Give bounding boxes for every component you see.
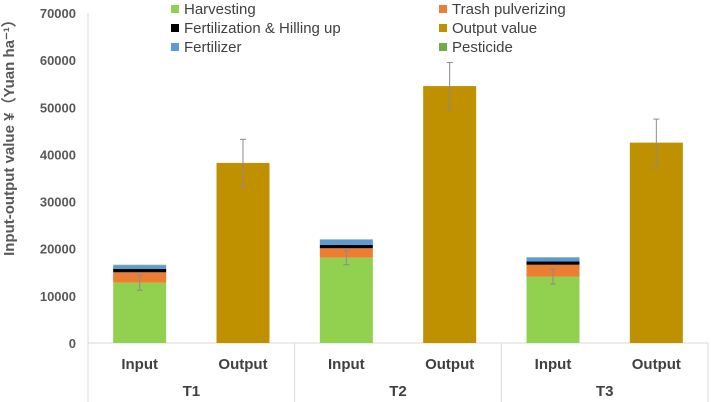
bar-segment — [526, 257, 580, 262]
legend-swatch — [439, 43, 447, 51]
bar-segment — [629, 142, 683, 343]
y-tick-label: 60000 — [40, 53, 76, 68]
legend-label: Fertilizer — [184, 39, 242, 56]
x-group-label: T3 — [596, 383, 614, 400]
legend-item: Fertilization & Hilling up — [171, 20, 341, 37]
x-group-label: T1 — [183, 383, 201, 400]
legend-label: Pesticide — [452, 39, 513, 56]
axes — [87, 13, 709, 402]
legend-item: Fertilizer — [171, 39, 242, 56]
bar-segment — [319, 244, 373, 249]
bar-segment — [319, 257, 373, 343]
x-category-label: Input — [535, 356, 572, 373]
legend-item: Output value — [439, 20, 537, 37]
legend-swatch — [171, 5, 179, 13]
legend-swatch — [439, 5, 447, 13]
legend-swatch — [171, 43, 179, 51]
legend-label: Fertilization & Hilling up — [184, 20, 341, 37]
y-axis-label: Input-output value ¥（Yuan ha⁻¹） — [0, 12, 18, 256]
legend-label: Harvesting — [184, 1, 256, 18]
y-tick-label: 30000 — [40, 195, 76, 210]
bar-segment — [113, 268, 167, 273]
y-tick-label: 50000 — [40, 100, 76, 115]
bar-segment — [526, 261, 580, 265]
legend-swatch — [439, 24, 447, 32]
y-tick-label: 10000 — [40, 289, 76, 304]
y-tick-label: 0 — [69, 336, 76, 351]
bar-segment — [216, 162, 270, 343]
bar-segment — [319, 239, 373, 245]
bar-segment — [113, 265, 167, 269]
x-category-label: Input — [328, 356, 365, 373]
y-tick-label: 70000 — [40, 6, 76, 21]
x-category-label: Output — [218, 356, 267, 373]
legend-item: Trash pulverizing — [439, 1, 566, 18]
bar-segment — [113, 282, 167, 343]
error-bars — [136, 62, 660, 291]
bars — [113, 86, 683, 344]
legend-swatch — [171, 24, 179, 32]
y-axis-title: Input-output value ¥（Yuan ha⁻¹） — [0, 12, 18, 256]
y-tick-labels: 0 10000 20000 30000 40000 50000 60000 70000 — [40, 6, 76, 351]
x-category-label: Input — [121, 356, 158, 373]
x-category-label: Output — [425, 356, 474, 373]
legend-item: Harvesting — [171, 1, 256, 18]
legend-label: Output value — [452, 20, 537, 37]
x-category-label: Output — [632, 356, 681, 373]
legend-label: Trash pulverizing — [452, 1, 566, 18]
x-axis-labels: Input Output Input Output Input Output T1 T2 T3 — [121, 356, 681, 400]
bar-segment — [423, 86, 477, 344]
legend-item: Pesticide — [439, 39, 513, 56]
y-tick-label: 40000 — [40, 147, 76, 162]
x-group-label: T2 — [389, 383, 407, 400]
y-tick-label: 20000 — [40, 242, 76, 257]
legend: Harvesting Trash pulverizing Fertilization… — [171, 1, 566, 56]
bar-segment — [526, 276, 580, 343]
